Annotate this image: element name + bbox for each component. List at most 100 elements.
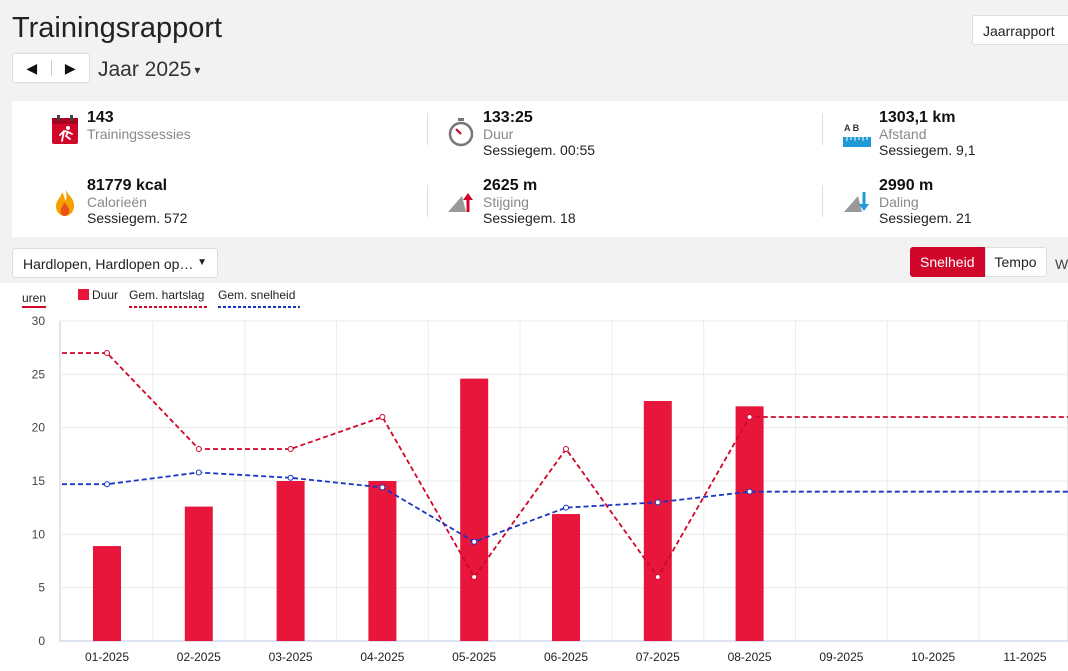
speed-point[interactable] (654, 499, 661, 506)
stat-divider (427, 113, 428, 145)
ascent-icon (445, 185, 477, 219)
heartrate-point[interactable] (104, 350, 110, 356)
x-tick-label: 09-2025 (819, 650, 863, 664)
legend-speed-label: Gem. snelheid (218, 288, 295, 302)
heartrate-point[interactable] (471, 574, 478, 580)
period-navigation: ◀ ▶ (12, 53, 90, 83)
bar-duration[interactable] (552, 514, 580, 641)
y-tick-label: 20 (32, 421, 46, 435)
distance-label: Afstand (879, 126, 927, 142)
dropdown-arrow-icon: ▼ (197, 257, 207, 268)
x-tick-label: 08-2025 (728, 650, 772, 664)
bar-duration[interactable] (93, 546, 121, 641)
x-tick-label: 05-2025 (452, 650, 496, 664)
speed-point[interactable] (287, 474, 294, 481)
sessions-value: 143 (87, 109, 114, 126)
previous-period-button[interactable]: ◀ (26, 59, 38, 76)
bar-duration[interactable] (643, 401, 672, 641)
stat-calories: 81779 kcal Calorieën Sessiegem. 572 (49, 177, 187, 227)
speed-point[interactable] (471, 538, 478, 545)
heartrate-point[interactable] (195, 446, 202, 452)
y-tick-label: 0 (38, 634, 45, 648)
speed-point[interactable] (746, 488, 753, 495)
heartrate-point[interactable] (287, 446, 294, 452)
stat-sessions: 143 Trainingssessies (49, 109, 191, 147)
bar-duration[interactable] (276, 481, 305, 641)
x-tick-label: 04-2025 (360, 650, 404, 664)
descent-label: Daling (879, 194, 919, 210)
stat-divider (427, 185, 428, 217)
summary-stats-panel: 143 Trainingssessies 133:25 Duur Sessieg… (12, 101, 1068, 237)
distance-average: Sessiegem. 9,1 (879, 142, 976, 158)
duration-value: 133:25 (483, 109, 533, 126)
x-tick-label: 02-2025 (177, 650, 221, 664)
chart-area (0, 283, 1068, 671)
y-axis-label: uren (22, 291, 46, 305)
bar-duration[interactable] (735, 406, 764, 641)
heartrate-point[interactable] (379, 414, 386, 420)
page-title: Trainingsrapport (12, 12, 223, 44)
y-tick-label: 15 (32, 474, 46, 488)
legend-heartrate-label: Gem. hartslag (129, 288, 204, 302)
descent-icon (841, 185, 873, 219)
period-selector[interactable]: Jaar 2025 ▾ (98, 58, 200, 82)
descent-value: 2990 m (879, 177, 934, 194)
next-period-button[interactable]: ▶ (64, 59, 76, 76)
calendar-running-icon (49, 113, 81, 147)
stat-divider (822, 113, 823, 145)
x-tick-label: 06-2025 (544, 650, 588, 664)
x-tick-label: 03-2025 (269, 650, 313, 664)
sessions-label: Trainingssessies (87, 126, 191, 142)
x-tick-label: 10-2025 (911, 650, 955, 664)
speed-toggle-button[interactable]: Snelheid (910, 247, 985, 277)
speed-point[interactable] (104, 481, 110, 488)
stat-descent: 2990 m Daling Sessiegem. 21 (841, 177, 972, 227)
stat-duration: 133:25 Duur Sessiegem. 00:55 (445, 109, 595, 159)
ascent-value: 2625 m (483, 177, 538, 194)
speed-point[interactable] (195, 469, 202, 476)
heartrate-point[interactable] (563, 446, 569, 452)
legend-duration-swatch (78, 289, 89, 300)
speed-point[interactable] (563, 504, 569, 511)
duration-label: Duur (483, 126, 514, 142)
calories-average: Sessiegem. 572 (87, 210, 188, 226)
y-tick-label: 30 (32, 314, 46, 328)
caret-down-icon: ▾ (194, 63, 201, 78)
ruler-distance-icon: A B (841, 119, 873, 153)
heartrate-point[interactable] (654, 574, 661, 580)
x-tick-label: 01-2025 (85, 650, 129, 664)
sport-filter-dropdown[interactable]: Hardlopen, Hardlopen op… ▼ (12, 248, 218, 278)
distance-icon-letters: A B (844, 123, 860, 133)
y-tick-label: 25 (32, 367, 46, 381)
calories-value: 81779 kcal (87, 177, 168, 194)
ascent-label: Stijging (483, 194, 529, 210)
speed-tempo-toggle: Snelheid Tempo (910, 247, 1047, 277)
bar-duration[interactable] (460, 378, 489, 641)
stat-ascent: 2625 m Stijging Sessiegem. 18 (445, 177, 576, 227)
heartrate-point[interactable] (746, 414, 753, 420)
report-type-select[interactable]: Jaarrapport (972, 15, 1068, 45)
period-label: Jaar 2025 (98, 58, 192, 81)
legend-duration-label: Duur (92, 288, 118, 302)
truncated-toggle-label[interactable]: W (1055, 256, 1068, 272)
x-tick-label: 07-2025 (636, 650, 680, 664)
stat-divider (822, 185, 823, 217)
tempo-toggle-button[interactable]: Tempo (984, 247, 1047, 277)
bar-duration[interactable] (368, 481, 397, 641)
distance-value: 1303,1 km (879, 109, 956, 126)
descent-average: Sessiegem. 21 (879, 210, 972, 226)
bar-duration[interactable] (184, 506, 213, 641)
sport-filter-value: Hardlopen, Hardlopen op… (23, 256, 194, 272)
duration-average: Sessiegem. 00:55 (483, 142, 596, 158)
stat-distance: A B 1303,1 km Afstand Sessiegem. 9,1 (841, 109, 976, 159)
x-tick-label: 11-2025 (1003, 650, 1046, 664)
ascent-average: Sessiegem. 18 (483, 210, 576, 226)
y-tick-label: 5 (38, 581, 45, 595)
speed-point[interactable] (379, 484, 386, 491)
flame-icon (49, 185, 81, 219)
stopwatch-icon (445, 115, 477, 149)
calories-label: Calorieën (87, 194, 147, 210)
y-tick-label: 10 (32, 527, 46, 541)
